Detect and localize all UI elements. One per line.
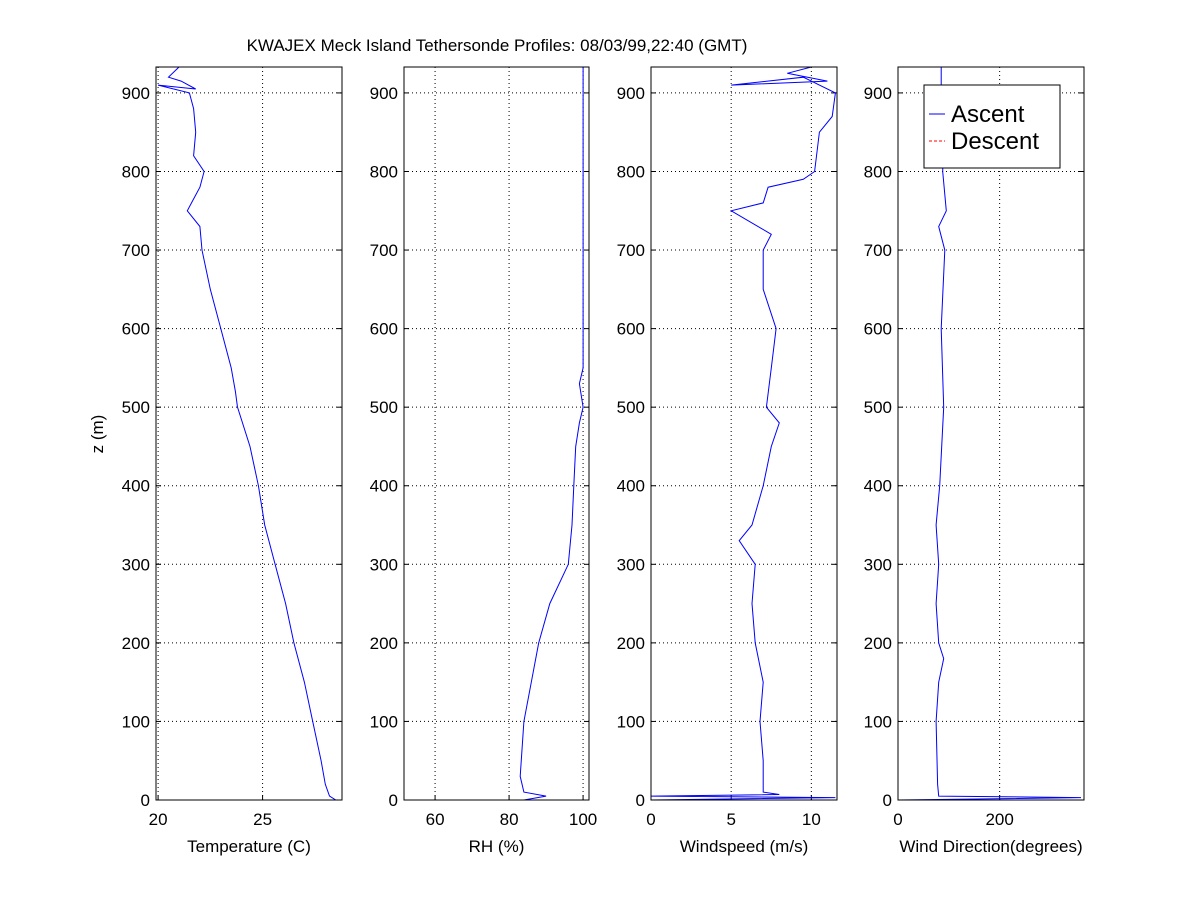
y-tick-label: 700 bbox=[864, 241, 892, 260]
x-tick-label: 0 bbox=[646, 810, 655, 829]
legend-descent-label: Descent bbox=[951, 128, 1039, 155]
panel-frame bbox=[155, 66, 343, 801]
x-axis-label: Windspeed (m/s) bbox=[680, 837, 808, 856]
panel-background bbox=[898, 67, 1084, 800]
panel-frame bbox=[403, 66, 590, 801]
y-tick-label: 700 bbox=[370, 241, 398, 260]
series-ascent-line bbox=[650, 66, 836, 801]
x-tick-label: 100 bbox=[569, 810, 597, 829]
y-tick-label: 800 bbox=[370, 162, 398, 181]
y-tick-label: 400 bbox=[370, 477, 398, 496]
panel-frame bbox=[897, 66, 1085, 801]
panel-background bbox=[404, 67, 589, 800]
x-tick-label: 60 bbox=[426, 810, 445, 829]
x-tick-label: 10 bbox=[802, 810, 821, 829]
y-tick-label: 0 bbox=[883, 791, 892, 810]
y-tick-label: 900 bbox=[617, 84, 645, 103]
y-tick-label: 100 bbox=[370, 712, 398, 731]
y-tick-label: 400 bbox=[864, 477, 892, 496]
y-tick-label: 500 bbox=[864, 398, 892, 417]
panel-2: 0 100 200 300 400 500 600 700 800 900 0 5 10 Windspee… bbox=[617, 66, 838, 856]
y-tick-label: 900 bbox=[122, 84, 150, 103]
y-tick-label: 600 bbox=[122, 320, 150, 339]
y-tick-label: 100 bbox=[617, 712, 645, 731]
y-tick-label: 500 bbox=[122, 398, 150, 417]
y-tick-label: 400 bbox=[122, 477, 150, 496]
panel-frame bbox=[650, 66, 838, 801]
x-tick-label: 200 bbox=[985, 810, 1013, 829]
y-tick-label: 0 bbox=[636, 791, 645, 810]
y-tick-label: 500 bbox=[370, 398, 398, 417]
x-axis-label: Temperature (C) bbox=[187, 837, 311, 856]
y-tick-label: 900 bbox=[864, 84, 892, 103]
y-tick-label: 100 bbox=[122, 712, 150, 731]
y-tick-label: 200 bbox=[370, 634, 398, 653]
y-tick-label: 800 bbox=[617, 162, 645, 181]
y-tick-label: 300 bbox=[370, 555, 398, 574]
y-tick-label: 0 bbox=[141, 791, 150, 810]
y-tick-label: 600 bbox=[617, 320, 645, 339]
y-tick-label: 800 bbox=[864, 162, 892, 181]
series-ascent-line bbox=[897, 67, 1082, 801]
chart-title: KWAJEX Meck Island Tethersonde Profiles:… bbox=[247, 36, 748, 55]
panel-background bbox=[651, 67, 837, 800]
y-axis-label: z (m) bbox=[88, 415, 107, 454]
x-tick-label: 25 bbox=[253, 810, 272, 829]
y-tick-label: 600 bbox=[370, 320, 398, 339]
series-ascent-line bbox=[157, 66, 342, 801]
y-tick-label: 300 bbox=[617, 555, 645, 574]
y-tick-label: 100 bbox=[864, 712, 892, 731]
y-tick-label: 0 bbox=[389, 791, 398, 810]
y-tick-label: 700 bbox=[617, 241, 645, 260]
y-tick-label: 900 bbox=[370, 84, 398, 103]
y-tick-label: 500 bbox=[617, 398, 645, 417]
y-tick-label: 200 bbox=[617, 634, 645, 653]
panel-background bbox=[156, 67, 342, 800]
legend-box bbox=[923, 84, 1061, 169]
panel-3: 0 100 200 300 400 500 600 700 800 900 0 200 Wind Dir… bbox=[864, 66, 1085, 856]
x-axis-label: RH (%) bbox=[469, 837, 525, 856]
panel-1: 0 100 200 300 400 500 600 700 800 900 60 80 100 RH (%… bbox=[370, 66, 597, 856]
y-tick-label: 600 bbox=[864, 320, 892, 339]
x-tick-label: 80 bbox=[500, 810, 519, 829]
y-tick-label: 800 bbox=[122, 162, 150, 181]
x-tick-label: 0 bbox=[893, 810, 902, 829]
y-tick-label: 300 bbox=[122, 555, 150, 574]
x-tick-label: 5 bbox=[726, 810, 735, 829]
y-tick-label: 300 bbox=[864, 555, 892, 574]
y-tick-label: 200 bbox=[864, 634, 892, 653]
series-ascent-line bbox=[427, 67, 584, 801]
legend-ascent-label: Ascent bbox=[951, 101, 1025, 128]
y-tick-label: 700 bbox=[122, 241, 150, 260]
x-tick-label: 20 bbox=[149, 810, 168, 829]
y-tick-label: 400 bbox=[617, 477, 645, 496]
legend: Ascent Descent bbox=[923, 84, 1061, 169]
x-axis-label: Wind Direction(degrees) bbox=[899, 837, 1082, 856]
y-tick-label: 200 bbox=[122, 634, 150, 653]
panel-0: 0 100 200 300 400 500 600 700 800 900 20 25 Temperat… bbox=[122, 66, 343, 856]
